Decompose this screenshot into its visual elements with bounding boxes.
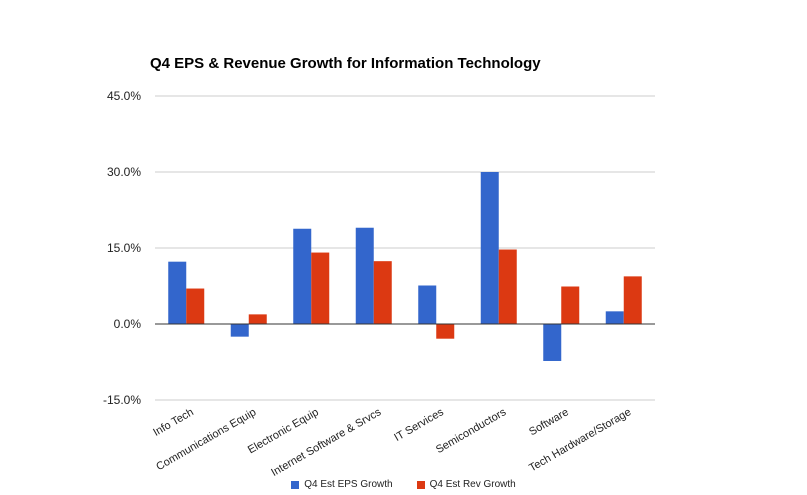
bar-eps	[480, 172, 499, 324]
legend-item-eps[interactable]: Q4 Est EPS Growth	[291, 479, 393, 490]
x-tick-label: IT Services	[392, 406, 446, 444]
bar-eps	[230, 324, 249, 337]
legend-label-rev: Q4 Est Rev Growth	[429, 479, 516, 490]
bar-eps	[355, 227, 374, 324]
bar-rev	[561, 286, 580, 324]
y-tick-label: 15.0%	[107, 241, 141, 255]
chart-legend: Q4 Est EPS Growth Q4 Est Rev Growth	[0, 479, 807, 490]
legend-label-eps: Q4 Est EPS Growth	[304, 479, 393, 490]
bar-eps	[543, 324, 562, 361]
x-tick-label: Semiconductors	[434, 406, 509, 456]
chart-title: Q4 EPS & Revenue Growth for Information …	[150, 55, 541, 72]
x-tick-label: Internet Software & Srvcs	[269, 406, 383, 479]
legend-swatch-rev	[416, 480, 425, 489]
bar-rev	[623, 276, 642, 324]
bar-eps	[605, 311, 624, 324]
bar-rev	[436, 324, 455, 339]
bar-rev	[373, 261, 392, 324]
x-tick-label: Info Tech	[151, 406, 195, 439]
y-tick-label: -15.0%	[103, 393, 141, 407]
bar-rev	[498, 249, 517, 324]
legend-swatch-eps	[291, 480, 300, 489]
y-tick-label: 30.0%	[107, 165, 141, 179]
y-tick-label: 0.0%	[114, 317, 142, 331]
y-tick-label: 45.0%	[107, 89, 141, 103]
x-tick-label: Tech Hardware/Storage	[527, 406, 633, 474]
x-tick-label: Software	[527, 406, 571, 438]
bar-eps	[418, 285, 437, 324]
bar-eps	[293, 228, 312, 324]
bar-rev	[248, 314, 267, 324]
x-tick-label: Communications Equip	[154, 406, 258, 473]
bar-rev	[186, 288, 205, 324]
legend-item-rev[interactable]: Q4 Est Rev Growth	[416, 479, 516, 490]
bar-rev	[311, 252, 330, 324]
bar-eps	[168, 261, 187, 324]
